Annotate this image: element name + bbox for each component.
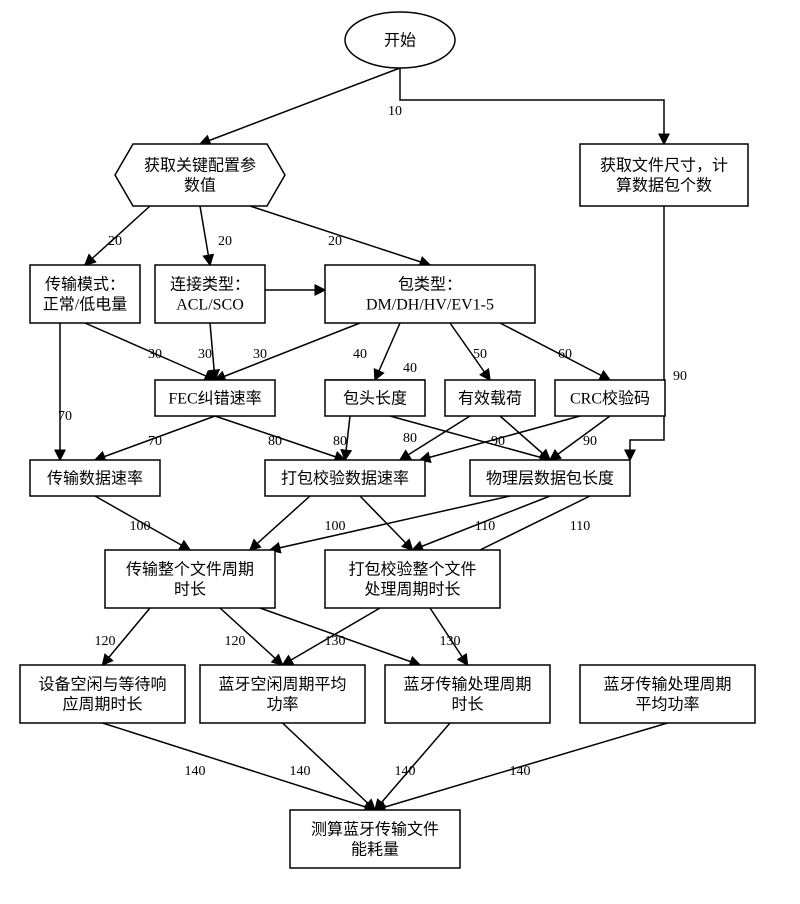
edge-label: 30 xyxy=(198,347,212,362)
node-label: 设备空闲与等待响 xyxy=(38,676,166,694)
edge-label: 50 xyxy=(473,347,487,362)
flowchart: 10 20 20 20 30 30 30 40 50 60 70 70 80 80 80 90 90 40 90 10… xyxy=(0,0,800,904)
node-label: 打包校验整个文件 xyxy=(348,561,476,579)
edge-label: 20 xyxy=(218,234,232,249)
node-label: 蓝牙传输处理周期 xyxy=(603,676,731,694)
edge-label: 100 xyxy=(130,519,151,534)
edge-label: 70 xyxy=(148,434,162,449)
edge-label: 140 xyxy=(290,764,311,779)
edge-label: 100 xyxy=(325,519,346,534)
node-label: 能耗量 xyxy=(351,841,399,859)
edge-label: 20 xyxy=(328,234,342,249)
node-label: 功率 xyxy=(266,696,298,714)
node-label: 获取文件尺寸，计 xyxy=(600,157,728,175)
edge-label: 90 xyxy=(583,434,597,449)
node-conn_type xyxy=(155,265,265,323)
edge-label: 140 xyxy=(395,764,416,779)
node-label: ACL/SCO xyxy=(176,297,244,314)
edge-label: 80 xyxy=(268,434,282,449)
node-label: 平均功率 xyxy=(635,696,699,714)
edge xyxy=(360,496,413,550)
node-label: 算数据包个数 xyxy=(616,176,712,195)
node-label: 传输数据速率 xyxy=(47,470,143,488)
node-pkt_type xyxy=(325,265,535,323)
edge-label: 30 xyxy=(253,347,267,362)
node-label: 连接类型： xyxy=(170,276,250,294)
edge-label: 130 xyxy=(325,634,346,649)
node-label: 测算蓝牙传输文件 xyxy=(311,820,439,839)
node-get_params xyxy=(115,144,285,206)
edge-label: 140 xyxy=(510,764,531,779)
node-label: 蓝牙传输处理周期 xyxy=(403,676,531,694)
edge xyxy=(500,323,610,380)
node-label: 有效载荷 xyxy=(458,390,522,408)
edge-label: 90 xyxy=(673,369,687,384)
node-label: 开始 xyxy=(384,32,416,50)
node-result xyxy=(290,810,460,868)
node-label: 正常/低电量 xyxy=(43,296,127,314)
edge xyxy=(375,323,400,380)
node-label: 获取关键配置参 xyxy=(144,157,256,175)
edge-label: 130 xyxy=(440,634,461,649)
edge xyxy=(200,68,400,144)
node-label: DM/DH/HV/EV1-5 xyxy=(366,297,494,314)
node-label: 处理周期时长 xyxy=(364,581,460,599)
node-label: 时长 xyxy=(174,581,206,599)
edge xyxy=(250,496,310,550)
edge xyxy=(200,206,210,265)
edge-label: 40 xyxy=(353,347,367,362)
edge xyxy=(103,723,376,810)
edge xyxy=(420,416,580,460)
node-label: 打包校验数据速率 xyxy=(281,470,409,488)
edge-label: 110 xyxy=(570,519,590,534)
node-label: 包类型： xyxy=(398,276,462,294)
node-label: CRC校验码 xyxy=(570,390,650,408)
node-label: 物理层数据包长度 xyxy=(486,470,614,488)
node-label: 时长 xyxy=(451,696,483,714)
node-tx_whole xyxy=(105,550,275,608)
node-get_file xyxy=(580,144,748,206)
edge-label: 80 xyxy=(333,434,347,449)
node-idle_wait xyxy=(20,665,185,723)
node-bt_tx_pw xyxy=(580,665,755,723)
edge-label: 70 xyxy=(58,409,72,424)
node-label: 包头长度 xyxy=(343,390,407,408)
node-tx_mode xyxy=(30,265,140,323)
node-bt_tx_dur xyxy=(385,665,550,723)
edge-label: 40 xyxy=(403,361,417,376)
edge-label: 120 xyxy=(225,634,246,649)
edge xyxy=(630,206,664,460)
node-label: 蓝牙空闲周期平均 xyxy=(218,676,346,694)
node-label: 数值 xyxy=(184,177,216,195)
node-label: FEC纠错速率 xyxy=(168,390,261,408)
edge xyxy=(400,68,664,144)
node-label: 传输模式： xyxy=(45,276,125,294)
edge-label: 20 xyxy=(108,234,122,249)
edge-label: 30 xyxy=(148,347,162,362)
edge-label: 90 xyxy=(491,434,505,449)
edge-label: 80 xyxy=(403,431,417,446)
edge-label: 10 xyxy=(388,104,402,119)
edge xyxy=(215,323,360,380)
node-bt_idle_pw xyxy=(200,665,365,723)
node-label: 应周期时长 xyxy=(62,695,142,714)
edge-label: 110 xyxy=(475,519,495,534)
edge-label: 60 xyxy=(558,347,572,362)
node-label: 传输整个文件周期 xyxy=(126,561,254,579)
edge xyxy=(260,608,420,665)
edge-label: 140 xyxy=(185,764,206,779)
edge-label: 120 xyxy=(95,634,116,649)
node-pack_whole xyxy=(325,550,500,608)
edge xyxy=(550,416,610,460)
